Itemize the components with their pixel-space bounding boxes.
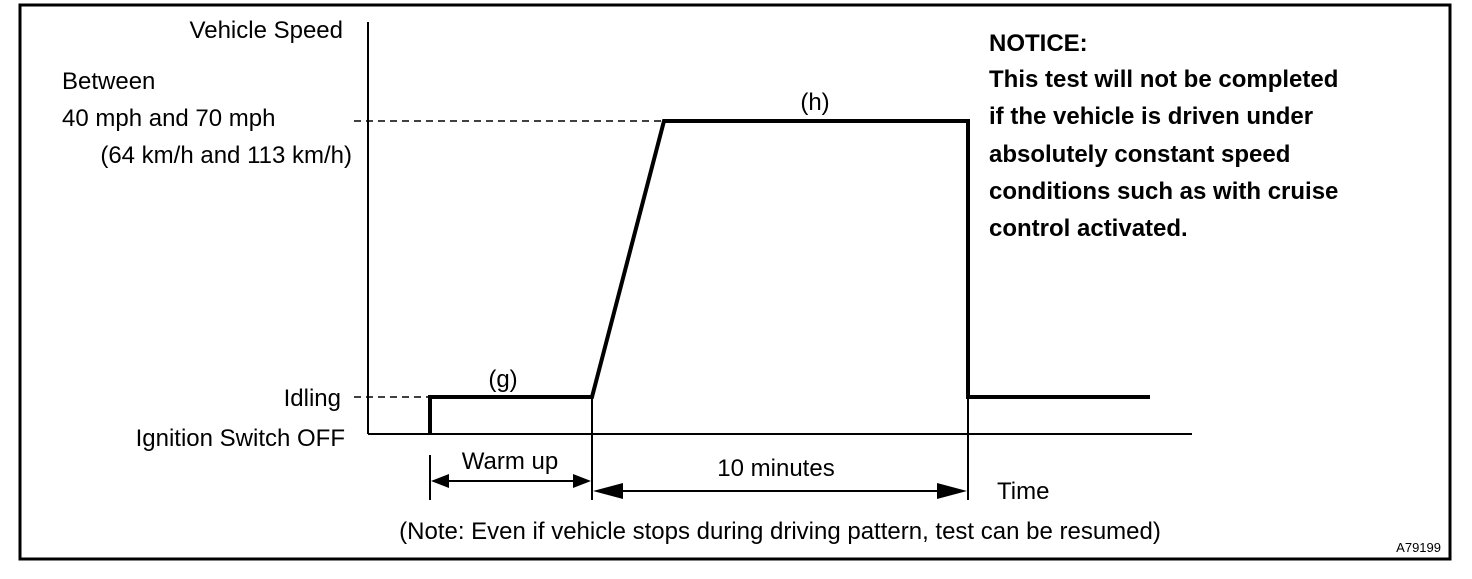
figure-id: A79199 [1396,540,1441,555]
y-axis-label: Vehicle Speed [190,17,343,44]
footnote: (Note: Even if vehicle stops during driv… [399,518,1161,545]
segment-g-label: (g) [488,366,517,393]
warmup-arrow-right-head [573,474,591,488]
notice-line-3: absolutely constant speed [989,141,1290,168]
speed-level-label-line1: Between [62,68,155,95]
ignition-off-label: Ignition Switch OFF [136,425,345,452]
ten-minutes-arrow-right-head [937,483,967,499]
warmup-arrow-left-head [431,474,449,488]
outer-border [18,3,1452,561]
x-axis-label: Time [997,478,1049,505]
speed-level-label-line2: 40 mph and 70 mph [62,105,275,132]
segment-h-label: (h) [800,89,829,116]
warm-up-label: Warm up [462,448,558,475]
notice-heading: NOTICE: [989,30,1088,57]
idling-label: Idling [284,385,341,412]
notice-line-2: if the vehicle is driven under [989,103,1313,130]
notice-line-4: conditions such as with cruise [989,178,1338,205]
ten-minutes-arrow-left-head [593,483,623,499]
notice-line-1: This test will not be completed [989,66,1338,93]
notice-line-5: control activated. [989,215,1188,242]
speed-level-label-line3: (64 km/h and 113 km/h) [100,142,352,169]
ten-minutes-label: 10 minutes [717,455,834,482]
